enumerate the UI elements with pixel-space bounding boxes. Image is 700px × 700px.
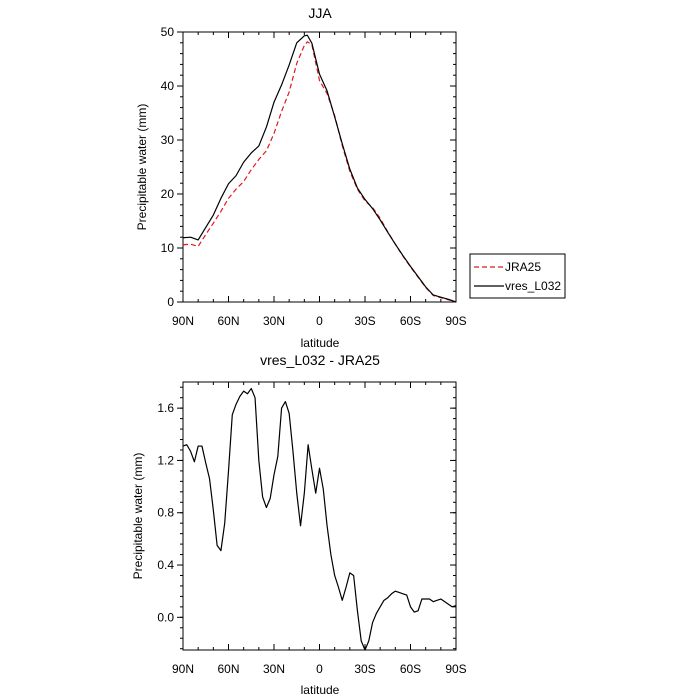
series-line-vres-l032 <box>182 34 457 303</box>
bottom-y-axis-label: Precipitable water (mm) <box>131 453 145 580</box>
x-tick-label: 0 <box>316 314 323 328</box>
y-tick-label: 30 <box>161 133 175 147</box>
bottom-x-axis-label: latitude <box>301 683 340 697</box>
bottom-chart-title: vres_L032 - JRA25 <box>260 352 380 368</box>
legend-box <box>469 253 566 299</box>
top-chart-title: JJA <box>308 5 332 21</box>
x-tick-label: 60S <box>400 314 421 328</box>
panel-top: JJA 90N 60N 30N 0 30S 60S 90S 0 10 20 30 40 50 lati… <box>135 5 566 350</box>
top-y-axis-label: Precipitable water (mm) <box>135 104 149 231</box>
series-line-difference <box>182 387 457 651</box>
bottom-x-axis: 90N 60N 30N 0 30S 60S 90S <box>172 382 467 676</box>
x-tick-label: 90S <box>445 314 466 328</box>
y-tick-label: 10 <box>161 241 175 255</box>
series-line-jra25 <box>182 41 457 303</box>
y-tick-label: 0.4 <box>157 558 174 572</box>
x-tick-label: 30N <box>263 314 285 328</box>
x-tick-label: 90N <box>172 662 194 676</box>
y-tick-label: 0.0 <box>157 610 174 624</box>
x-tick-label: 30S <box>354 662 375 676</box>
bottom-y-axis: 0.0 0.4 0.8 1.2 1.6 <box>157 386 456 650</box>
x-tick-label: 30N <box>263 662 285 676</box>
x-tick-label: 60N <box>217 662 239 676</box>
x-tick-label: 90N <box>172 314 194 328</box>
top-y-axis: 0 10 20 30 40 50 <box>161 25 456 309</box>
x-tick-label: 60N <box>217 314 239 328</box>
top-x-axis: 90N 60N 30N 0 30S 60S 90S <box>172 32 467 328</box>
legend-label-vres-l032: vres_L032 <box>505 279 561 293</box>
y-tick-label: 20 <box>161 187 175 201</box>
y-tick-label: 40 <box>161 79 175 93</box>
y-tick-label: 1.6 <box>157 401 174 415</box>
x-tick-label: 90S <box>445 662 466 676</box>
x-tick-label: 60S <box>400 662 421 676</box>
x-tick-label: 0 <box>316 662 323 676</box>
legend: JRA25 vres_L032 <box>469 253 566 299</box>
y-tick-label: 1.2 <box>157 453 174 467</box>
y-tick-label: 0 <box>167 295 174 309</box>
top-series-group <box>182 34 457 303</box>
y-tick-label: 50 <box>161 25 175 39</box>
bottom-series-group <box>182 387 457 651</box>
bottom-plot-frame <box>182 381 457 651</box>
x-tick-label: 30S <box>354 314 375 328</box>
panel-bottom: vres_L032 - JRA25 90N 60N 30N 0 30S 60S 90S 0.… <box>131 352 467 697</box>
y-tick-label: 0.8 <box>157 506 174 520</box>
top-x-axis-label: latitude <box>301 336 340 350</box>
legend-label-jra25: JRA25 <box>505 260 541 274</box>
